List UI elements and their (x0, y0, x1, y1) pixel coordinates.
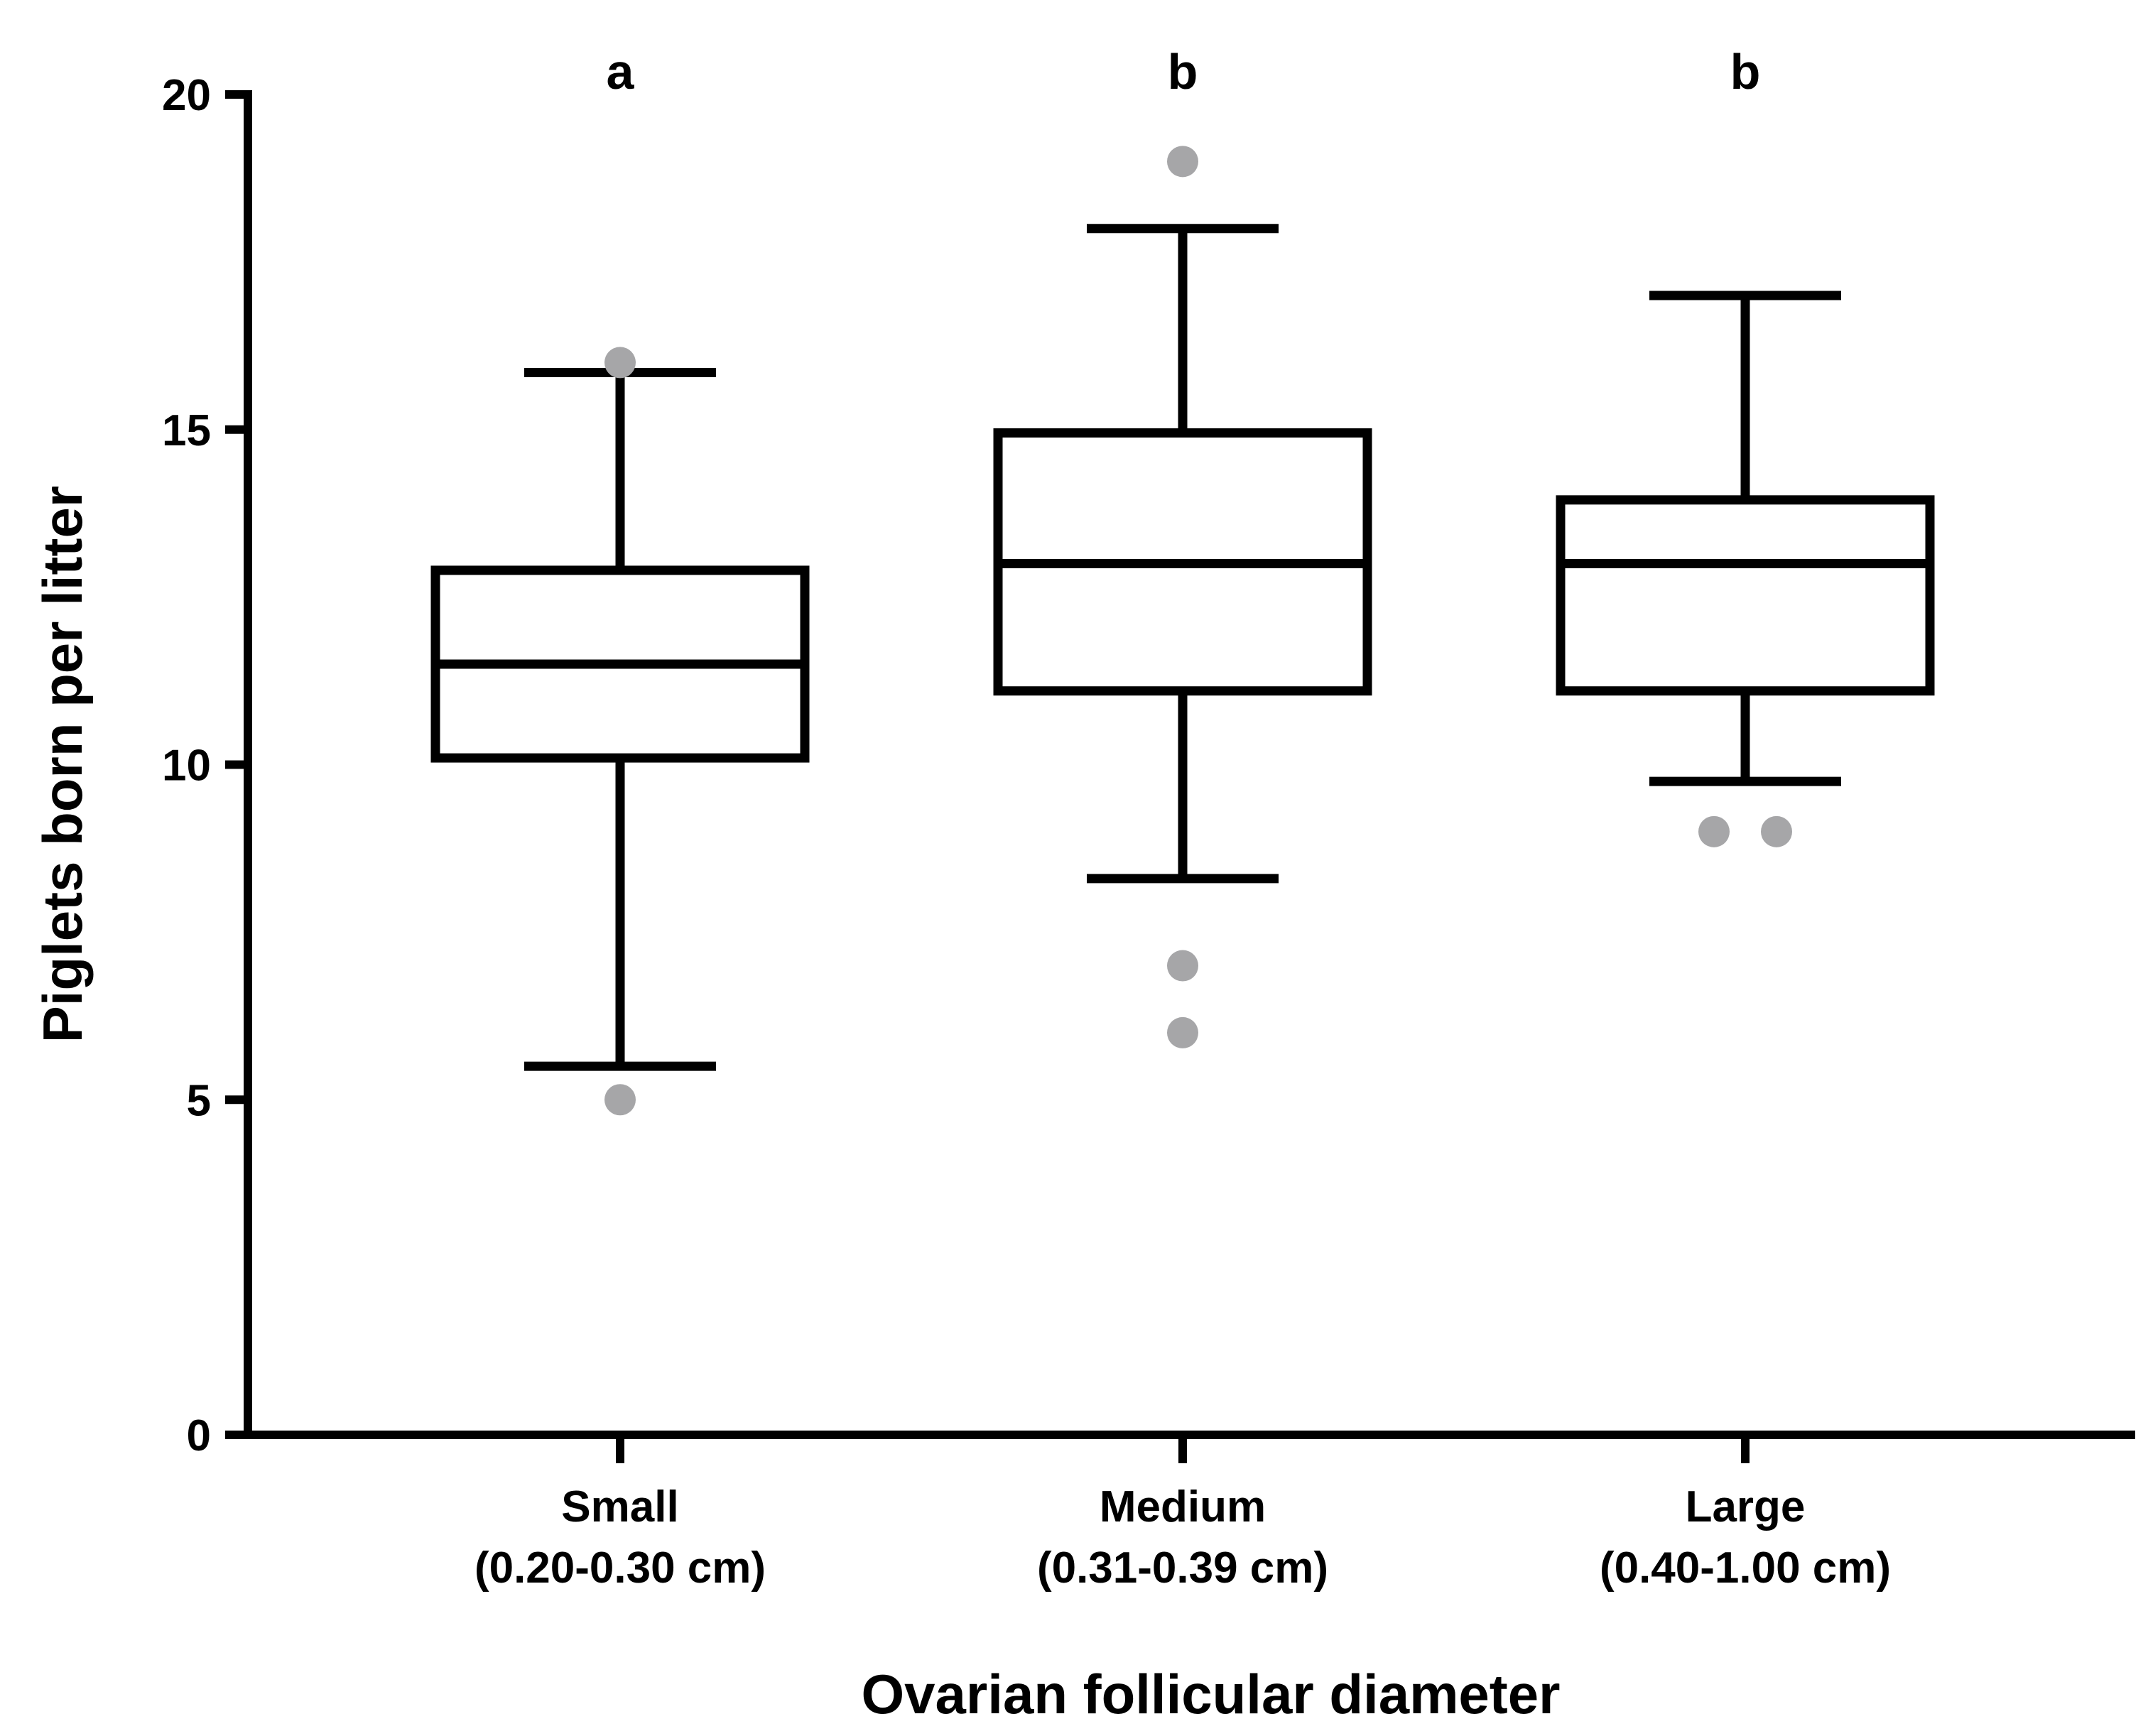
outlier-point (604, 1084, 636, 1116)
box-group-medium (993, 146, 1372, 1048)
x-category-range: (0.20-0.30 cm) (474, 1544, 766, 1593)
box-group-large (1556, 291, 1935, 847)
outlier-point (1167, 1016, 1198, 1048)
outlier-point (1698, 815, 1730, 847)
significance-letter: b (1730, 44, 1761, 99)
y-ticks: 0 5 10 15 20 (162, 71, 248, 1460)
x-category-name: Small (561, 1482, 678, 1531)
y-tick-label: 5 (187, 1076, 211, 1125)
significance-letter: b (1168, 44, 1198, 99)
box-group-small (430, 347, 810, 1116)
significance-letter: a (607, 44, 635, 99)
outlier-point (604, 347, 636, 379)
outlier-point (1167, 950, 1198, 982)
x-category-range: (0.40-1.00 cm) (1600, 1544, 1891, 1593)
x-category-name: Medium (1100, 1482, 1266, 1531)
y-axis-title: Piglets born per litter (31, 486, 94, 1043)
boxes (430, 146, 1935, 1116)
x-category-name: Large (1686, 1482, 1806, 1531)
axes (244, 90, 2135, 1439)
y-tick-label: 15 (162, 406, 211, 455)
outlier-point (1761, 815, 1792, 847)
outlier-point (1167, 146, 1198, 178)
x-axis-title: Ovarian follicular diameter (861, 1663, 1560, 1725)
y-tick-label: 10 (162, 742, 211, 791)
y-tick-label: 0 (187, 1411, 211, 1460)
x-category-range: (0.31-0.39 cm) (1037, 1544, 1328, 1593)
x-ticks: Small (0.20-0.30 cm) Medium (0.31-0.39 cm) L… (474, 1435, 1891, 1593)
y-tick-label: 20 (162, 71, 211, 120)
iqr-box (1556, 495, 1935, 696)
